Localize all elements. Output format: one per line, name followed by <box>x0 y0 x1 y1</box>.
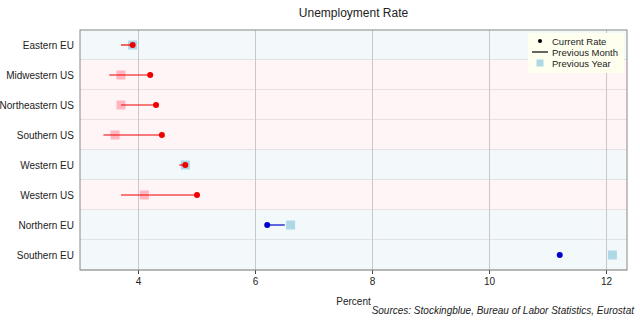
row-background <box>80 240 627 270</box>
legend-symbol <box>537 60 544 67</box>
title: Unemployment Rate <box>299 6 409 20</box>
legend: Current RatePrevious MonthPrevious Year <box>528 33 624 73</box>
grid-line <box>138 30 139 270</box>
grid-line <box>489 30 490 270</box>
current-rate-marker <box>264 222 270 228</box>
tick-label: 4 <box>136 276 142 287</box>
row-tint <box>80 150 627 180</box>
category-label: Southern EU <box>17 250 74 261</box>
row-background <box>80 210 627 240</box>
category-label: Western US <box>20 190 74 201</box>
category-label: Western EU <box>20 160 74 171</box>
previous-month-line <box>103 134 162 135</box>
legend-label: Previous Month <box>552 47 618 58</box>
current-rate-marker <box>147 72 153 78</box>
row-tint <box>80 90 627 120</box>
annotation: Sources: Stockingblue, Bureau of Labor S… <box>372 305 636 316</box>
current-rate-marker <box>153 102 159 108</box>
tick-label: 10 <box>484 276 496 287</box>
current-rate-marker <box>130 42 136 48</box>
legend-symbol <box>532 51 548 52</box>
row-tint <box>80 240 627 270</box>
current-rate-marker <box>194 192 200 198</box>
row-background <box>80 150 627 180</box>
legend-symbol <box>538 39 542 43</box>
category-label: Midwestern US <box>6 70 74 81</box>
category-label: Southern US <box>17 130 75 141</box>
previous-month-line <box>109 74 150 75</box>
row-background <box>80 90 627 120</box>
category-label: Eastern EU <box>23 40 74 51</box>
tick-label: 6 <box>253 276 259 287</box>
row-tint <box>80 210 627 240</box>
tick-label: 8 <box>370 276 376 287</box>
current-rate-marker <box>557 252 563 258</box>
legend-label: Previous Year <box>552 58 611 69</box>
plot-frame <box>80 30 627 270</box>
previous-year-marker <box>608 251 617 260</box>
row-tint <box>80 180 627 210</box>
row-tint <box>80 120 627 150</box>
grid-line <box>255 30 256 270</box>
tick-mark <box>138 270 139 274</box>
chart: 4 6 8 10 12 Eastern EU Midwestern US Northeaste… <box>0 0 640 320</box>
previous-month-line <box>121 104 156 105</box>
current-rate-marker <box>159 132 165 138</box>
marks <box>103 41 616 260</box>
tick-mark <box>372 270 373 274</box>
row-background <box>80 120 627 150</box>
tick-mark <box>606 270 607 274</box>
previous-year-marker <box>286 221 295 230</box>
previous-month-line <box>121 194 197 195</box>
background <box>0 0 640 320</box>
tick-mark <box>489 270 490 274</box>
category-label: Northern EU <box>18 220 74 231</box>
axis-label: Percent <box>336 296 371 307</box>
legend-box <box>528 33 624 73</box>
tick-label: 12 <box>601 276 613 287</box>
category-label: Northeastern US <box>0 100 74 111</box>
row-background <box>80 180 627 210</box>
tick-mark <box>255 270 256 274</box>
grid-line <box>372 30 373 270</box>
legend-label: Current Rate <box>552 36 606 47</box>
current-rate-marker <box>182 162 188 168</box>
